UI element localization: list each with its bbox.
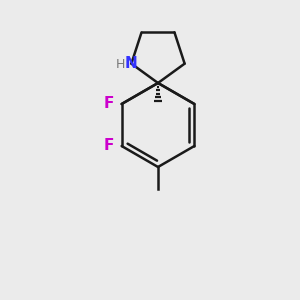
Text: F: F	[103, 95, 114, 110]
Text: N: N	[125, 56, 138, 71]
Text: H: H	[116, 58, 125, 71]
Text: F: F	[103, 137, 114, 152]
